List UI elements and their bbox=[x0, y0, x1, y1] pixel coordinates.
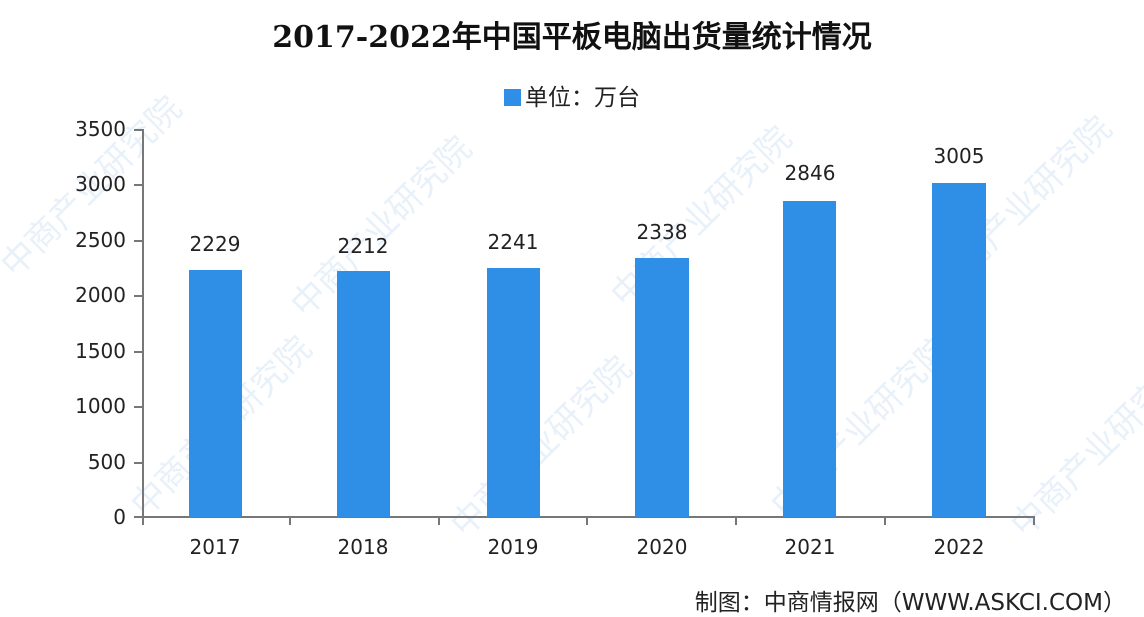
bar-value-label: 2338 bbox=[636, 220, 688, 244]
legend-label: 单位：万台 bbox=[525, 85, 640, 111]
y-tick-label: 1000 bbox=[75, 394, 126, 418]
x-tick-label: 2022 bbox=[933, 535, 985, 559]
x-tick bbox=[289, 516, 291, 525]
y-tick-label: 0 bbox=[113, 505, 126, 529]
y-tick bbox=[134, 184, 143, 186]
y-axis-line bbox=[142, 129, 144, 518]
bar-value-label: 2241 bbox=[487, 230, 539, 254]
source-note: 制图：中商情报网（WWW.ASKCI.COM） bbox=[694, 590, 1126, 616]
y-tick bbox=[134, 462, 143, 464]
legend-swatch bbox=[504, 89, 521, 106]
bar-2019 bbox=[487, 268, 540, 517]
x-tick bbox=[735, 516, 737, 525]
y-tick-label: 2500 bbox=[75, 228, 126, 252]
y-tick bbox=[134, 351, 143, 353]
legend: 单位：万台 bbox=[0, 78, 1144, 112]
x-tick bbox=[586, 516, 588, 525]
x-tick-label: 2017 bbox=[189, 535, 241, 559]
x-tick-label: 2020 bbox=[636, 535, 688, 559]
y-tick-label: 2000 bbox=[75, 283, 126, 307]
chart-title: 2017-2022年中国平板电脑出货量统计情况 bbox=[272, 20, 872, 55]
y-tick bbox=[134, 240, 143, 242]
bar-2018 bbox=[337, 271, 390, 517]
bar-2017 bbox=[189, 270, 242, 517]
bar-value-label: 3005 bbox=[933, 144, 985, 168]
bar-2022 bbox=[932, 183, 986, 517]
y-tick-label: 3500 bbox=[75, 117, 126, 141]
x-axis-line bbox=[134, 516, 1035, 518]
y-tick-label: 1500 bbox=[75, 339, 126, 363]
y-tick-label: 3000 bbox=[75, 172, 126, 196]
bar-value-label: 2846 bbox=[784, 161, 836, 185]
x-tick bbox=[438, 516, 440, 525]
bar-2021 bbox=[783, 201, 836, 517]
bar-value-label: 2212 bbox=[337, 234, 389, 258]
x-tick-label: 2018 bbox=[337, 535, 389, 559]
x-tick bbox=[884, 516, 886, 525]
x-tick bbox=[1033, 516, 1035, 525]
x-tick bbox=[142, 516, 144, 525]
bar-value-label: 2229 bbox=[189, 232, 241, 256]
y-tick bbox=[134, 129, 143, 131]
y-tick bbox=[134, 406, 143, 408]
x-tick-label: 2021 bbox=[784, 535, 836, 559]
bar-2020 bbox=[635, 258, 689, 517]
x-tick-label: 2019 bbox=[487, 535, 539, 559]
y-tick-label: 500 bbox=[87, 450, 126, 474]
y-tick bbox=[134, 295, 143, 297]
